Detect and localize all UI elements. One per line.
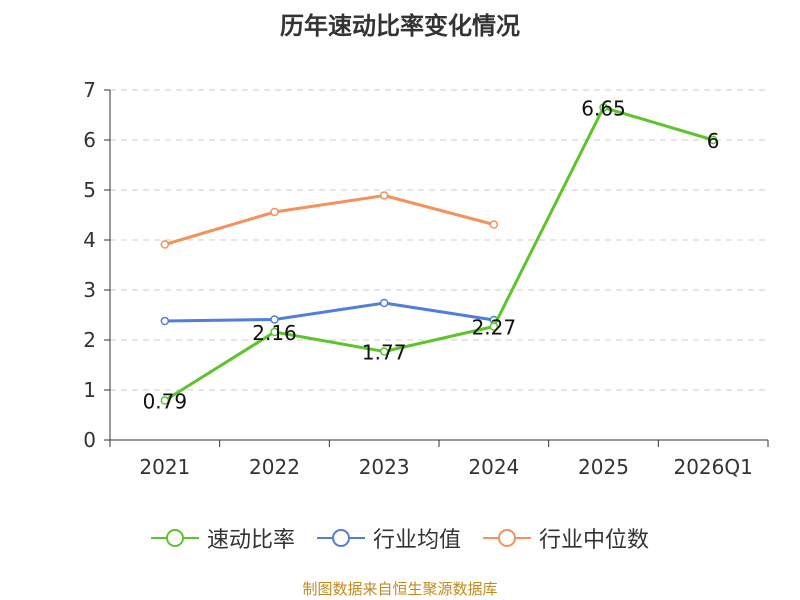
axes: 0 1 2 3 4 5 6 7 2021 2022 2023 2024 2025 2026Q1 xyxy=(83,78,769,479)
data-label: 6 xyxy=(707,129,720,153)
legend-label-industry-median: 行业中位数 xyxy=(539,528,650,553)
data-point-2 xyxy=(270,207,279,217)
y-tick-label: 6 xyxy=(83,128,96,152)
legend-label-industry-mean: 行业均值 xyxy=(372,528,461,553)
data-point-1 xyxy=(379,298,389,308)
legend-label-quick-ratio: 速动比率 xyxy=(206,528,295,553)
data-point-0 xyxy=(599,103,608,112)
series-line-0 xyxy=(164,106,714,402)
data-point-2 xyxy=(160,240,170,249)
data-point-1 xyxy=(160,316,170,326)
y-tick-label: 3 xyxy=(83,278,96,302)
data-point-0 xyxy=(489,322,499,331)
legend-marker-industry-median xyxy=(483,529,531,547)
x-tick-label: 2023 xyxy=(359,455,410,479)
legend-marker-quick-ratio xyxy=(150,529,199,547)
chart-title: 历年速动比率变化情况 xyxy=(280,12,520,40)
data-label: 2.16 xyxy=(252,321,297,345)
series xyxy=(160,103,718,405)
y-tick-label: 0 xyxy=(83,428,96,452)
data-label: 6.65 xyxy=(581,97,626,121)
legend-item-industry-mean[interactable]: 行业均值 xyxy=(316,522,461,554)
y-tick-label: 4 xyxy=(83,228,96,252)
y-tick-label: 2 xyxy=(83,328,96,352)
data-source-note: 制图数据来自恒生聚源数据库 xyxy=(302,580,498,598)
data-point-0 xyxy=(379,347,389,356)
legend-item-industry-median[interactable]: 行业中位数 xyxy=(483,522,649,554)
y-tick-label: 1 xyxy=(83,378,96,402)
x-tick-label: 2025 xyxy=(578,455,629,479)
y-tick-label: 5 xyxy=(83,178,96,202)
x-tick-label: 2021 xyxy=(139,455,190,479)
data-point-0 xyxy=(160,396,170,405)
data-label: 0.79 xyxy=(143,390,188,414)
legend-marker-industry-mean xyxy=(316,529,365,547)
data-label: 2.27 xyxy=(472,316,517,340)
data-point-2 xyxy=(489,220,499,229)
x-tick-label: 2024 xyxy=(468,455,519,479)
x-tick-label: 2022 xyxy=(249,455,300,479)
legend: 速动比率 行业均值 行业中位数 xyxy=(0,522,800,554)
y-tick-label: 7 xyxy=(83,78,96,102)
data-labels: 0.79 2.16 1.77 2.27 6.65 6 xyxy=(143,97,720,414)
data-point-2 xyxy=(379,191,389,200)
series-line-1 xyxy=(164,301,495,323)
grid-lines xyxy=(110,89,768,391)
legend-item-quick-ratio[interactable]: 速动比率 xyxy=(150,522,295,554)
x-tick-label: 2026Q1 xyxy=(673,455,752,479)
data-point-0 xyxy=(270,327,279,337)
series-line-2 xyxy=(164,194,495,246)
data-point-1 xyxy=(270,315,279,324)
data-label: 1.77 xyxy=(362,341,407,365)
data-point-0 xyxy=(708,135,718,145)
